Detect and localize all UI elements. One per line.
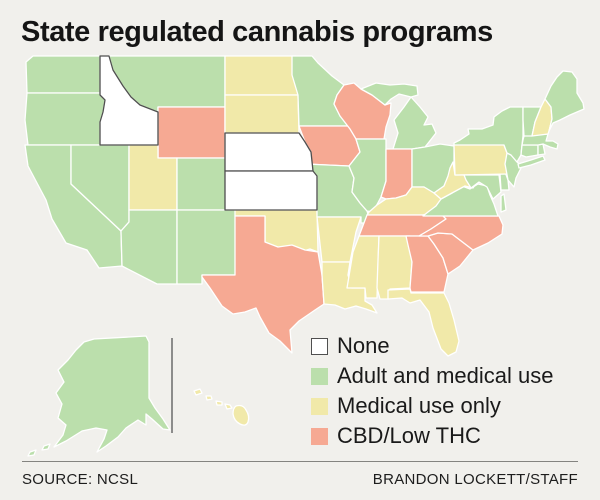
legend-row-adult_medical: Adult and medical use bbox=[311, 361, 553, 391]
legend-swatch-cbd bbox=[311, 427, 328, 445]
state-michigan bbox=[360, 82, 437, 150]
state-south-dakota bbox=[224, 94, 300, 134]
state-texas bbox=[201, 215, 325, 354]
legend-swatch-none bbox=[311, 337, 328, 355]
state-kansas bbox=[224, 170, 318, 211]
state-north-carolina bbox=[418, 215, 504, 251]
legend-row-cbd: CBD/Low THC bbox=[311, 421, 553, 451]
state-arizona bbox=[120, 209, 178, 285]
legend-label-cbd: CBD/Low THC bbox=[337, 423, 481, 448]
state-arkansas bbox=[316, 216, 362, 263]
state-massachusetts bbox=[521, 133, 559, 150]
state-north-dakota bbox=[224, 55, 299, 96]
legend-swatch-medical bbox=[311, 397, 328, 415]
legend-label-none: None bbox=[337, 333, 390, 358]
page-title: State regulated cannabis programs bbox=[21, 16, 493, 48]
legend-row-medical: Medical use only bbox=[311, 391, 553, 421]
legend-label-adult_medical: Adult and medical use bbox=[337, 363, 554, 388]
state-pennsylvania bbox=[453, 140, 512, 176]
legend-row-none: None bbox=[311, 331, 553, 361]
state-florida bbox=[387, 288, 460, 357]
legend: None Adult and medical use Medical use onl… bbox=[311, 331, 553, 451]
legend-swatch-adult_medical bbox=[311, 367, 328, 385]
state-connecticut bbox=[520, 144, 539, 158]
state-shapes bbox=[24, 55, 585, 457]
state-idaho bbox=[99, 55, 159, 146]
state-maine bbox=[544, 70, 585, 132]
state-indiana bbox=[380, 148, 413, 200]
footer: SOURCE: NCSL BRANDON LOCKETT/STAFF bbox=[22, 461, 578, 488]
state-rhode-island bbox=[537, 143, 546, 156]
state-virginia bbox=[422, 183, 507, 217]
state-alaska bbox=[27, 335, 171, 457]
source-text: SOURCE: NCSL bbox=[22, 471, 139, 488]
state-maryland bbox=[463, 174, 502, 200]
legend-label-medical: Medical use only bbox=[337, 393, 501, 418]
state-oregon bbox=[24, 92, 106, 146]
state-new-york bbox=[453, 106, 546, 169]
credit-text: BRANDON LOCKETT/STAFF bbox=[372, 471, 578, 488]
state-washington bbox=[25, 55, 101, 94]
state-wyoming bbox=[157, 106, 226, 159]
state-nebraska bbox=[224, 132, 314, 172]
state-hawaii bbox=[193, 388, 250, 426]
